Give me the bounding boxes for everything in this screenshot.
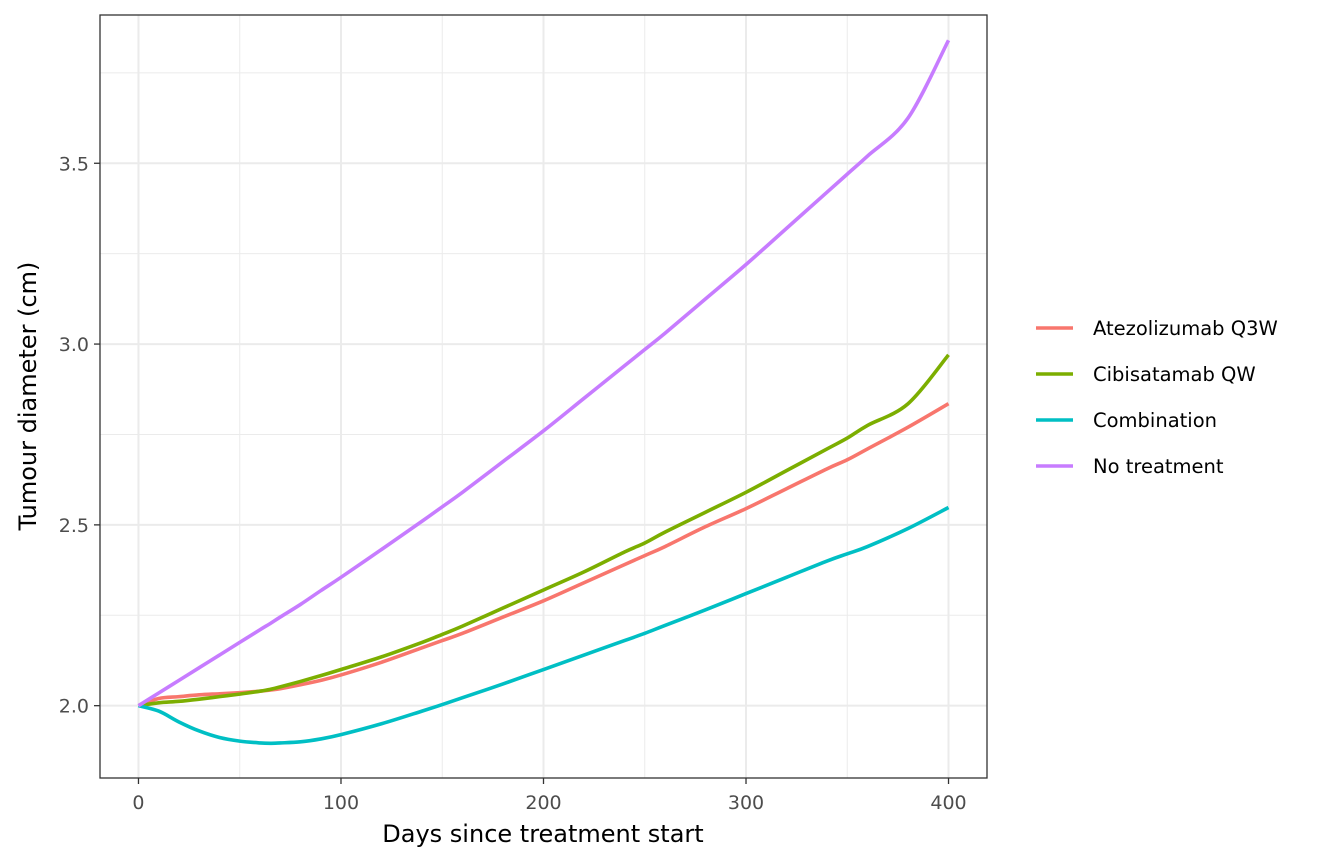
legend: Atezolizumab Q3W Cibisatamab QW Combinatio… — [1036, 317, 1278, 478]
y-tick-label: 2.5 — [59, 515, 89, 537]
series-line-combination — [138, 505, 950, 746]
x-tick-label: 0 — [132, 792, 144, 814]
x-axis: 0 100 200 300 400 — [132, 778, 967, 814]
y-tick-label: 2.0 — [59, 696, 89, 718]
y-tick-label: 3.0 — [59, 334, 89, 356]
series-lines — [137, 39, 951, 746]
x-tick-label: 400 — [930, 792, 966, 814]
series-line-cibisatamab-qw — [138, 353, 950, 708]
legend-label-atezolizumab-q3w: Atezolizumab Q3W — [1093, 317, 1278, 340]
legend-label-combination: Combination — [1093, 409, 1217, 432]
x-tick-label: 100 — [323, 792, 359, 814]
series-line-no-treatment — [137, 39, 951, 708]
x-tick-label: 300 — [728, 792, 764, 814]
legend-label-cibisatamab-qw: Cibisatamab QW — [1093, 363, 1256, 386]
major-gridlines — [100, 15, 987, 778]
legend-label-no-treatment: No treatment — [1093, 455, 1224, 478]
x-tick-label: 200 — [525, 792, 561, 814]
y-tick-label: 3.5 — [59, 153, 89, 175]
y-axis: 2.0 2.5 3.0 3.5 — [59, 153, 100, 718]
y-axis-title: Tumour diameter (cm) — [14, 262, 42, 532]
x-axis-title: Days since treatment start — [382, 820, 703, 848]
